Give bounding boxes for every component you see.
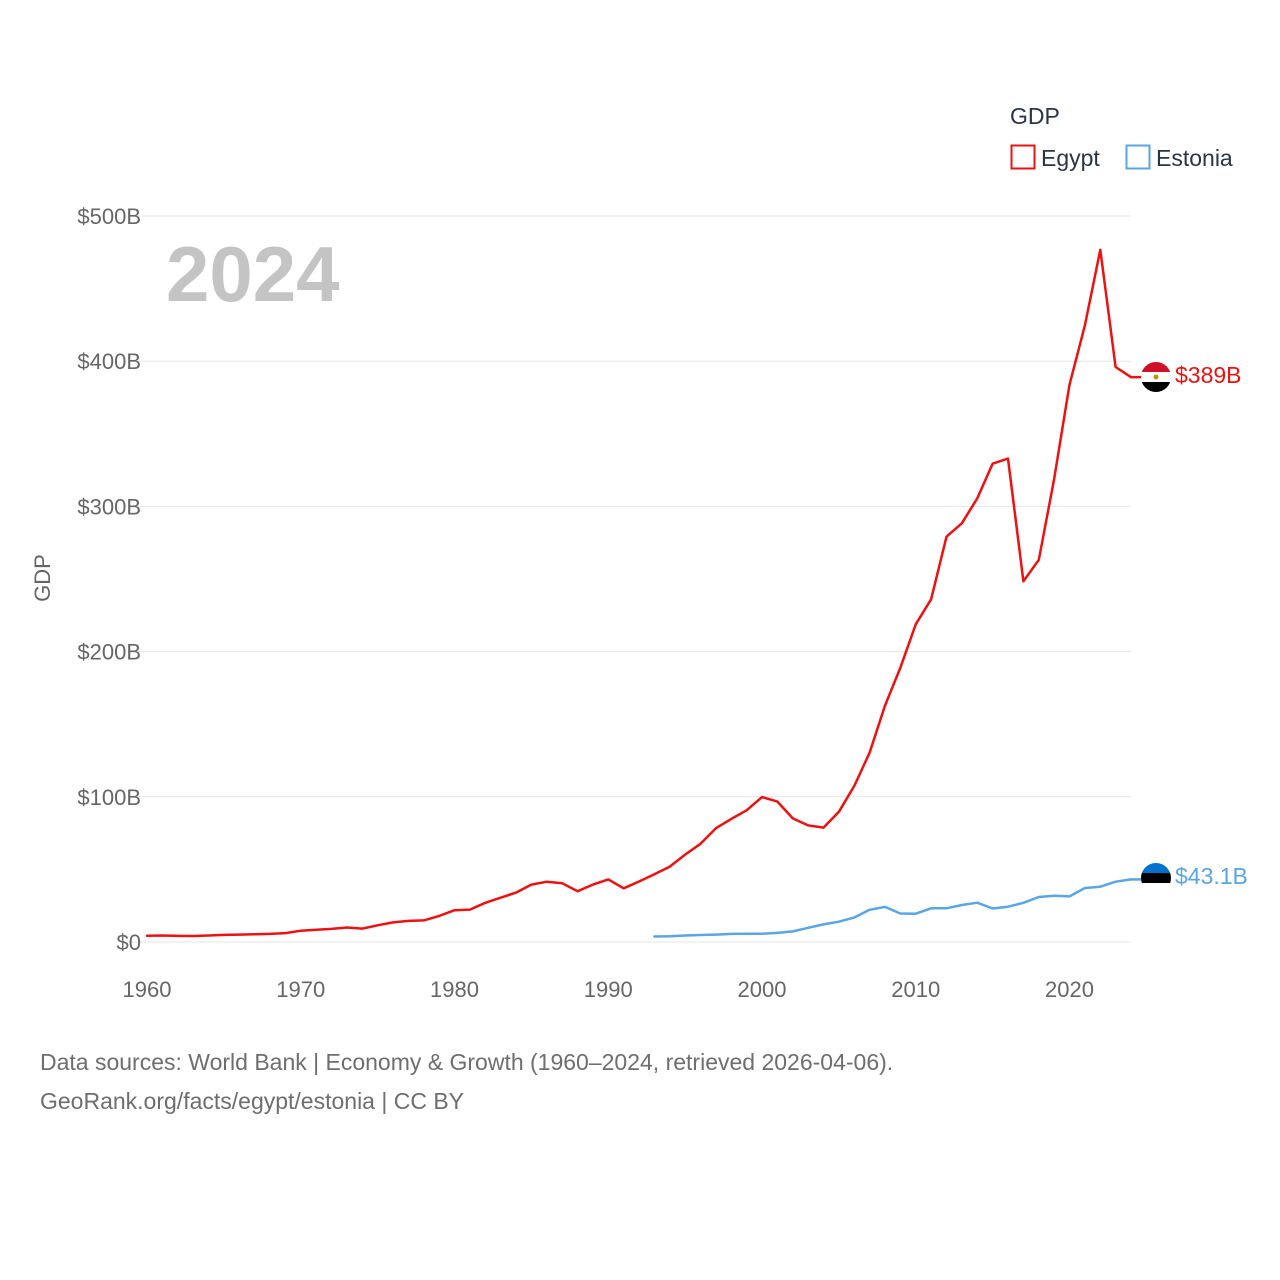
y-tick-label: $0 [117, 930, 141, 955]
y-axis-title: GDP [30, 554, 55, 602]
x-tick-label: 2020 [1045, 977, 1094, 1002]
x-axis-ticks: 1960 1970 1980 1990 2000 2010 2020 [123, 977, 1094, 1002]
x-tick-label: 1980 [430, 977, 479, 1002]
x-tick-label: 1990 [584, 977, 633, 1002]
legend-title: GDP [1010, 103, 1060, 129]
gridlines [128, 215, 1131, 943]
legend-label-egypt: Egypt [1041, 145, 1100, 171]
series-lines [145, 248, 1141, 938]
egypt-end-value-label: $389B [1175, 362, 1242, 388]
y-tick-label: $200B [77, 640, 141, 665]
estonia-end-value-label: $43.1B [1175, 863, 1248, 889]
legend-label-estonia: Estonia [1156, 145, 1233, 171]
source-line-2: GeoRank.org/facts/egypt/estonia | CC BY [40, 1088, 465, 1114]
gdp-line-chart: $0 $100B $200B $300B $400B $500B 1960 1970 1980… [30, 103, 1248, 1002]
egypt-flag-icon [1141, 362, 1171, 392]
x-tick-label: 2010 [891, 977, 940, 1002]
estonia-flag-icon [1141, 863, 1171, 893]
year-label: 2024 [166, 230, 340, 318]
y-tick-label: $400B [77, 349, 141, 374]
y-axis-ticks: $0 $100B $200B $300B $400B $500B [77, 204, 141, 955]
y-tick-label: $100B [77, 785, 141, 810]
series-line-estonia [653, 878, 1133, 938]
x-tick-label: 1970 [276, 977, 325, 1002]
legend-item-egypt[interactable]: Egypt [1010, 144, 1101, 171]
source-note: Data sources: World Bank | Economy & Gro… [40, 1043, 893, 1121]
x-tick-label: 1960 [123, 977, 172, 1002]
y-tick-label: $300B [77, 494, 141, 519]
legend-item-estonia[interactable]: Estonia [1125, 144, 1233, 171]
legend: GDP Egypt Estonia [1010, 103, 1233, 171]
series-line-egypt [145, 248, 1133, 938]
legend-swatch-egypt [1010, 144, 1036, 170]
legend-swatch-estonia [1125, 144, 1151, 170]
y-tick-label: $500B [77, 204, 141, 229]
x-tick-label: 2000 [738, 977, 787, 1002]
source-line-1: Data sources: World Bank | Economy & Gro… [40, 1049, 894, 1075]
